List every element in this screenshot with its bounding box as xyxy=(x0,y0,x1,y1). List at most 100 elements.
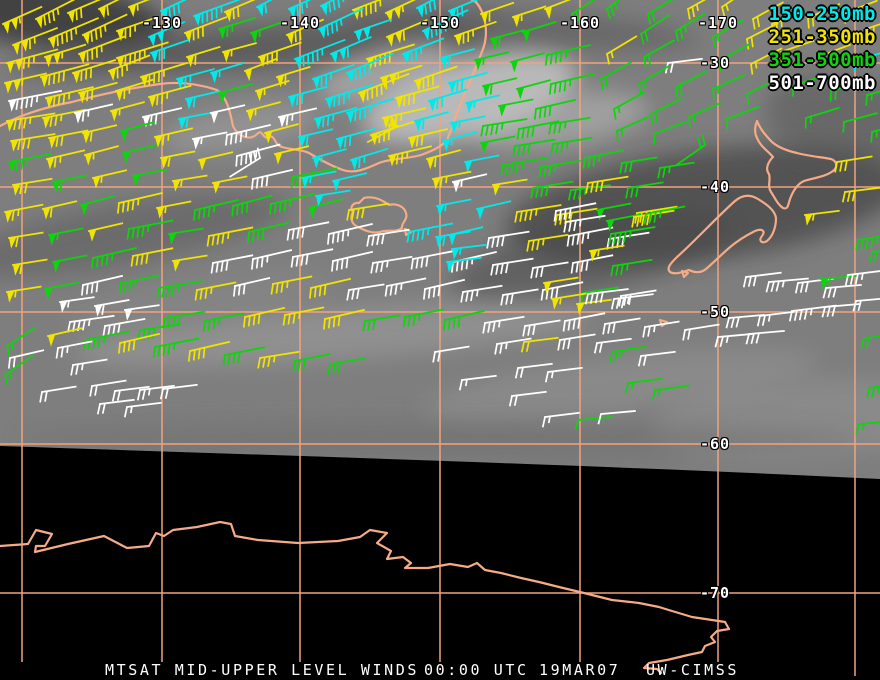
barb-feather xyxy=(543,106,547,118)
wind-barb xyxy=(277,107,318,128)
barb-pennant xyxy=(211,111,219,124)
barb-staff xyxy=(441,131,477,143)
wind-barb xyxy=(97,0,120,19)
barb-half-feather xyxy=(877,386,880,394)
barb-feather xyxy=(496,236,500,248)
barb-pennant xyxy=(125,308,133,321)
wind-barb xyxy=(550,292,587,310)
barb-feather xyxy=(522,325,526,337)
barb-pennant xyxy=(53,180,61,193)
wind-barb xyxy=(544,44,591,66)
barb-staff xyxy=(117,192,163,205)
wind-barb xyxy=(841,186,880,203)
barb-half-feather xyxy=(754,61,758,69)
barb-feather xyxy=(568,208,572,219)
wind-barb xyxy=(221,42,257,63)
barb-staff xyxy=(223,0,256,14)
barb-feather xyxy=(457,316,461,328)
wind-barb xyxy=(820,275,856,290)
barb-staff xyxy=(612,91,645,111)
barb-pennant xyxy=(151,50,159,64)
barb-staff xyxy=(427,88,468,103)
barb-pennant xyxy=(7,290,15,303)
barb-staff xyxy=(81,124,118,135)
barb-staff xyxy=(567,226,614,238)
barb-staff xyxy=(195,281,237,292)
barb-feather xyxy=(606,8,612,20)
barb-feather xyxy=(194,289,198,301)
wind-barb xyxy=(81,124,118,144)
barb-staff xyxy=(635,205,678,215)
wind-barb xyxy=(497,98,534,117)
barb-half-feather xyxy=(298,312,301,319)
barb-feather xyxy=(206,235,210,247)
wind-barb xyxy=(441,131,477,152)
barb-staff xyxy=(751,1,784,21)
barb-feather xyxy=(636,216,640,227)
latitude-label: -30 xyxy=(700,54,731,72)
barb-feather xyxy=(682,329,686,341)
wind-barb xyxy=(425,149,461,170)
barb-pennant xyxy=(49,233,57,246)
barb-staff xyxy=(138,384,175,392)
wind-barb xyxy=(311,148,347,169)
barb-feather xyxy=(536,239,540,251)
barb-half-feather xyxy=(103,24,107,32)
barb-feather xyxy=(730,317,735,329)
barb-feather xyxy=(161,287,165,298)
barb-staff xyxy=(605,213,642,223)
barb-staff xyxy=(407,222,454,234)
barb-staff xyxy=(351,0,382,12)
barb-feather xyxy=(90,282,94,294)
barb-pennant xyxy=(13,183,21,196)
barb-feather xyxy=(494,343,498,355)
wind-barb xyxy=(70,358,108,376)
barb-half-feather xyxy=(227,232,230,240)
barb-feather xyxy=(567,338,571,350)
barb-feather xyxy=(141,389,146,400)
barb-staff xyxy=(77,35,125,56)
wind-barb xyxy=(432,345,470,363)
barb-feather xyxy=(86,90,89,102)
barb-feather xyxy=(356,208,360,220)
wind-barb xyxy=(442,309,486,331)
barb-feather xyxy=(873,251,878,262)
barb-feather xyxy=(295,175,299,187)
wind-barb xyxy=(67,314,115,333)
barb-feather xyxy=(262,357,266,368)
barb-pennant xyxy=(9,160,17,173)
barb-staff xyxy=(353,18,393,34)
barb-feather xyxy=(260,256,264,268)
barb-feather xyxy=(575,11,580,22)
barb-feather xyxy=(456,7,459,19)
barb-half-feather xyxy=(587,232,590,240)
barb-staff xyxy=(7,89,63,103)
barb-feather xyxy=(361,207,365,219)
barb-feather xyxy=(839,161,843,172)
barb-half-feather xyxy=(176,284,180,292)
wind-barb xyxy=(514,204,562,223)
barb-pennant xyxy=(43,207,51,220)
barb-feather xyxy=(13,119,17,131)
barb-feather xyxy=(250,178,254,190)
barb-staff xyxy=(79,195,115,207)
barb-feather xyxy=(434,24,438,36)
barb-staff xyxy=(385,277,427,288)
barb-pennant xyxy=(429,98,437,112)
barb-feather xyxy=(540,266,544,278)
barb-half-feather xyxy=(566,141,569,149)
wind-barb xyxy=(717,43,750,72)
barb-staff xyxy=(447,0,479,13)
barb-staff xyxy=(157,280,204,290)
barb-staff xyxy=(581,286,619,295)
wind-barb xyxy=(3,354,35,386)
barb-staff xyxy=(119,274,161,285)
barb-staff xyxy=(687,101,722,119)
barb-pennant xyxy=(299,135,307,148)
barb-feather xyxy=(595,181,599,193)
wind-barb xyxy=(346,283,385,301)
barb-feather xyxy=(742,276,747,288)
barb-feather xyxy=(121,201,125,213)
barb-feather xyxy=(94,28,98,40)
barb-feather xyxy=(831,305,836,317)
